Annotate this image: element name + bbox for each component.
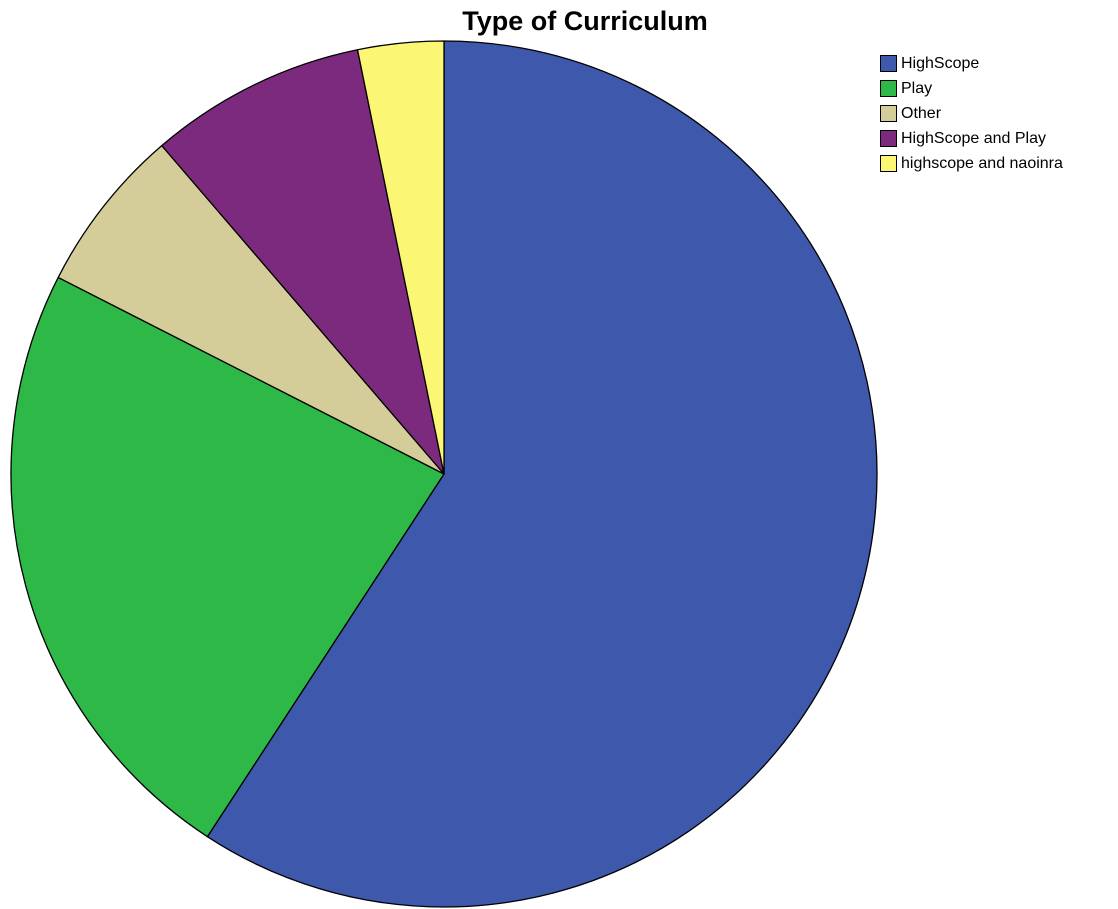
pie-slice-highscope-and-naoinra	[356, 40, 445, 475]
pie-slice-other	[57, 144, 445, 475]
legend-label: HighScope and Play	[901, 129, 1046, 147]
pie-slice-highscope-and-play	[161, 49, 445, 475]
legend-swatch	[880, 155, 897, 172]
legend-item-highscope-and-play: HighScope and Play	[880, 126, 1063, 151]
pie-slices	[10, 40, 878, 908]
legend-item-play: Play	[880, 76, 1063, 101]
legend-swatch	[880, 105, 897, 122]
legend-item-highscope-and-naoinra: highscope and naoinra	[880, 151, 1063, 176]
pie-slice-play	[10, 276, 445, 838]
legend-swatch	[880, 80, 897, 97]
legend-label: Other	[901, 104, 942, 122]
legend-item-highscope: HighScope	[880, 51, 1063, 76]
pie-slice-highscope	[206, 40, 878, 908]
legend-swatch	[880, 55, 897, 72]
legend-label: highscope and naoinra	[901, 154, 1063, 172]
legend-swatch	[880, 130, 897, 147]
legend-item-other: Other	[880, 101, 1063, 126]
legend-label: HighScope	[901, 54, 980, 72]
legend: HighScope Play Other HighScope and Play …	[880, 51, 1063, 176]
legend-label: Play	[901, 79, 933, 97]
chart-title: Type of Curriculum	[462, 6, 708, 36]
